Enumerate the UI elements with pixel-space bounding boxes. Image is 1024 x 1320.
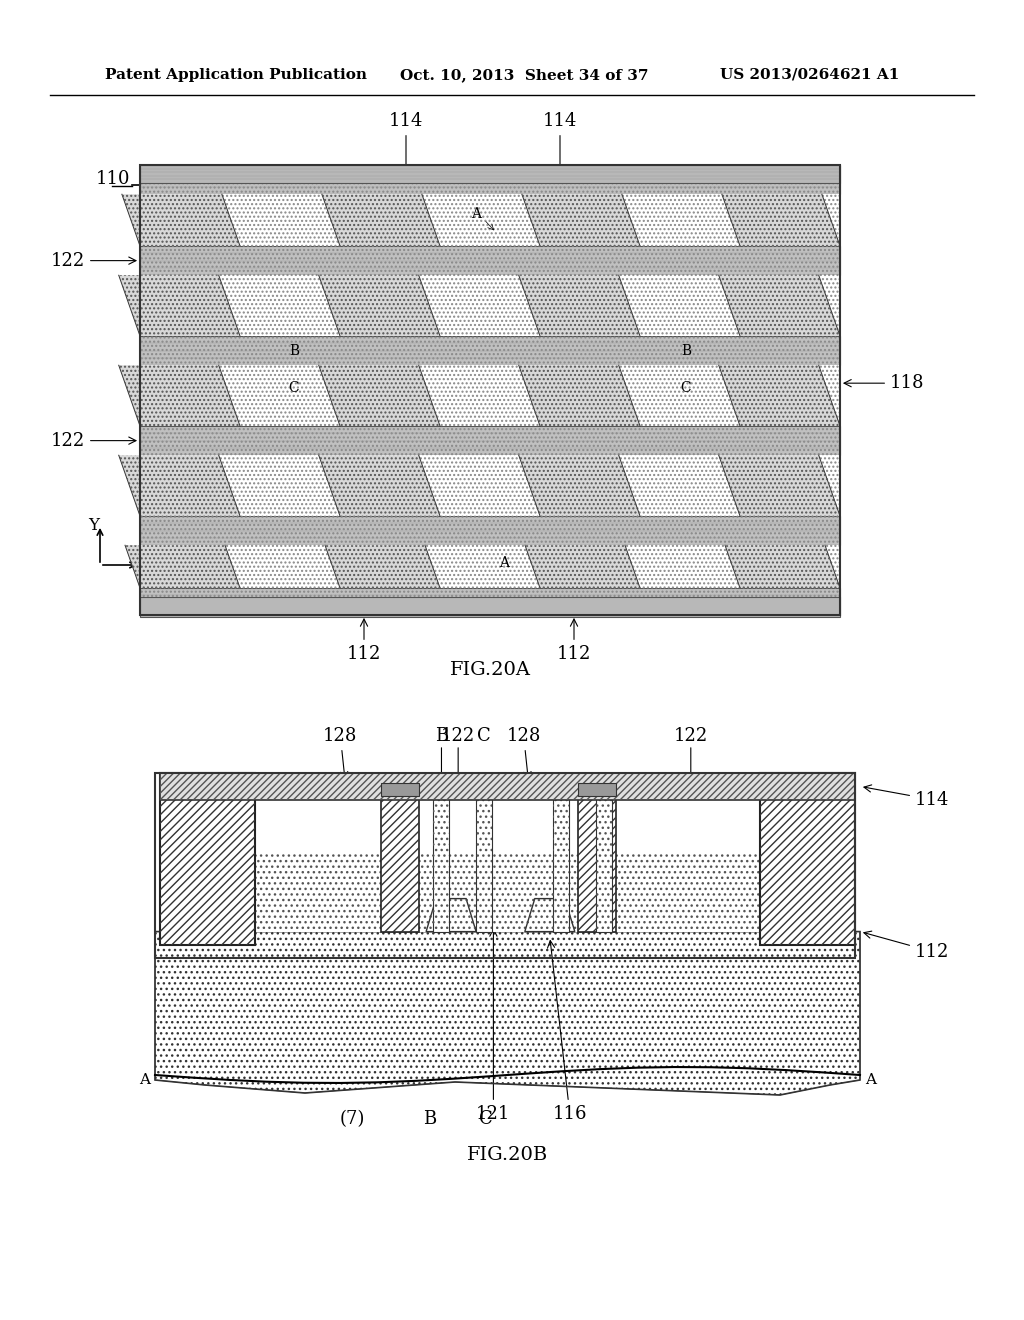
Text: 110: 110 (95, 170, 130, 187)
Text: 114: 114 (543, 112, 578, 173)
Polygon shape (719, 455, 840, 516)
Bar (578, 783, 616, 932)
Bar (381, 783, 419, 796)
Text: 116: 116 (548, 941, 587, 1123)
Text: 112: 112 (557, 619, 591, 663)
Text: A: A (139, 1073, 150, 1086)
Bar (476, 774, 492, 932)
Polygon shape (519, 276, 640, 337)
Bar (578, 783, 616, 932)
Text: Y: Y (88, 516, 99, 533)
Bar (160, 774, 855, 800)
Text: 121: 121 (476, 929, 511, 1123)
Text: B: B (435, 727, 449, 744)
Bar (553, 774, 569, 932)
Bar (760, 774, 855, 945)
Text: A: A (865, 1073, 876, 1086)
Polygon shape (524, 899, 574, 932)
Text: X: X (140, 570, 152, 587)
Text: B: B (681, 343, 691, 358)
Bar (140, 246, 840, 276)
Polygon shape (725, 545, 840, 587)
Text: B: B (423, 1110, 436, 1129)
Text: C: C (289, 380, 299, 395)
Bar (140, 516, 840, 545)
Text: 122: 122 (674, 727, 708, 744)
Bar (155, 774, 855, 958)
Text: FIG.20A: FIG.20A (450, 661, 530, 678)
Polygon shape (119, 366, 240, 426)
Polygon shape (325, 545, 440, 587)
Bar (160, 774, 255, 945)
Text: (7): (7) (340, 1110, 366, 1129)
Text: 118: 118 (844, 374, 925, 392)
Bar (433, 774, 450, 932)
Bar (140, 165, 840, 194)
Polygon shape (318, 276, 440, 337)
Text: FIG.20B: FIG.20B (467, 1146, 548, 1164)
Bar (140, 597, 840, 615)
Bar (578, 783, 616, 796)
Polygon shape (519, 366, 640, 426)
Polygon shape (119, 455, 240, 516)
Text: Oct. 10, 2013  Sheet 34 of 37: Oct. 10, 2013 Sheet 34 of 37 (400, 69, 648, 82)
Text: 122: 122 (441, 727, 475, 744)
Bar (140, 366, 840, 426)
Bar (140, 455, 840, 516)
Text: 128: 128 (507, 727, 541, 779)
Bar (160, 774, 255, 945)
Bar (140, 587, 840, 618)
Bar (140, 337, 840, 366)
Text: 122: 122 (51, 432, 136, 450)
Polygon shape (122, 194, 240, 246)
Text: C: C (479, 1110, 494, 1129)
Polygon shape (719, 276, 840, 337)
Bar (140, 165, 840, 615)
Polygon shape (318, 366, 440, 426)
Text: C: C (681, 380, 691, 395)
Polygon shape (719, 366, 840, 426)
Bar (381, 783, 419, 932)
Text: A: A (471, 207, 481, 222)
Bar (760, 774, 855, 945)
Text: B: B (289, 343, 299, 358)
FancyBboxPatch shape (140, 165, 840, 615)
Bar (140, 545, 840, 587)
Text: 114: 114 (389, 112, 423, 173)
Text: 128: 128 (324, 727, 357, 779)
Bar (160, 853, 855, 932)
Polygon shape (318, 455, 440, 516)
Bar (596, 774, 611, 932)
Text: C: C (477, 727, 490, 744)
Bar (553, 774, 569, 932)
Bar (140, 426, 840, 455)
Text: US 2013/0264621 A1: US 2013/0264621 A1 (720, 69, 899, 82)
Bar (476, 774, 492, 932)
Polygon shape (155, 932, 860, 1096)
Bar (140, 276, 840, 337)
Bar (140, 194, 840, 246)
Text: 112: 112 (347, 619, 381, 663)
Bar (140, 165, 840, 615)
Polygon shape (322, 194, 440, 246)
Text: 122: 122 (51, 252, 136, 269)
Bar (433, 774, 450, 932)
Bar (596, 774, 611, 932)
Bar (160, 853, 855, 932)
Text: 112: 112 (864, 931, 949, 961)
Polygon shape (522, 194, 640, 246)
Bar (160, 774, 855, 800)
Polygon shape (125, 545, 240, 587)
Text: Patent Application Publication: Patent Application Publication (105, 69, 367, 82)
Polygon shape (525, 545, 640, 587)
Text: A: A (499, 556, 509, 570)
Text: 114: 114 (864, 785, 949, 809)
Bar (381, 783, 419, 932)
Polygon shape (722, 194, 840, 246)
Polygon shape (519, 455, 640, 516)
Bar (140, 165, 840, 183)
Polygon shape (119, 276, 240, 337)
Polygon shape (426, 899, 476, 932)
